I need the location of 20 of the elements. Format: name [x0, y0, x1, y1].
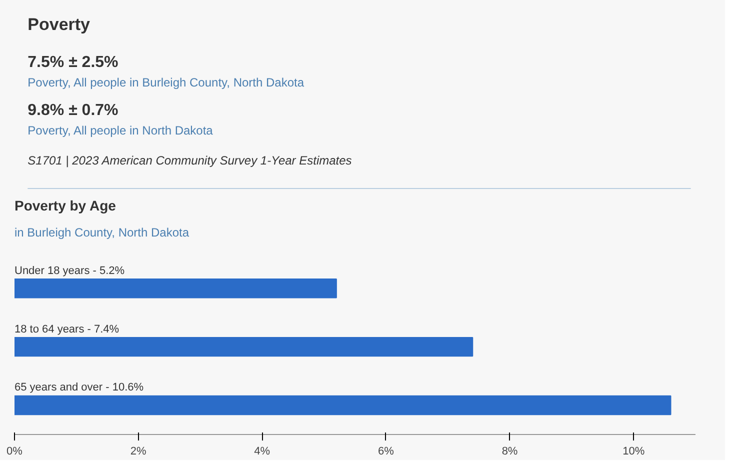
text: Poverty	[28, 15, 91, 34]
category-label: 18 to 64 years - 7.4%	[14, 323, 120, 336]
x-tick-label: 0%	[6, 446, 23, 458]
text: 7.5% ± 2.5%	[28, 54, 118, 71]
chart-title: Poverty by Age	[14, 198, 116, 214]
chart-subtitle: in Burleigh County, North Dakota	[14, 226, 190, 240]
category-label: 65 years and over - 10.6%	[14, 382, 144, 394]
x-tick-label: 6%	[378, 446, 394, 458]
x-tick-label: 2%	[130, 446, 146, 458]
bar	[14, 336, 474, 357]
bar	[14, 278, 337, 298]
text: Poverty, All people in Burleigh County, North Dakota	[28, 76, 304, 90]
category-label: Under 18 years - 5.2%	[14, 264, 125, 277]
text: Poverty, All people in North Dakota	[28, 124, 214, 138]
x-tick-label: 8%	[502, 446, 518, 458]
x-tick-label: 4%	[254, 446, 270, 458]
text: S1701 | 2023 American Community Survey 1-Year Estimates	[28, 154, 352, 168]
x-tick-label: 10%	[622, 446, 645, 458]
bar	[14, 395, 672, 416]
text: 9.8% ± 0.7%	[28, 102, 118, 119]
